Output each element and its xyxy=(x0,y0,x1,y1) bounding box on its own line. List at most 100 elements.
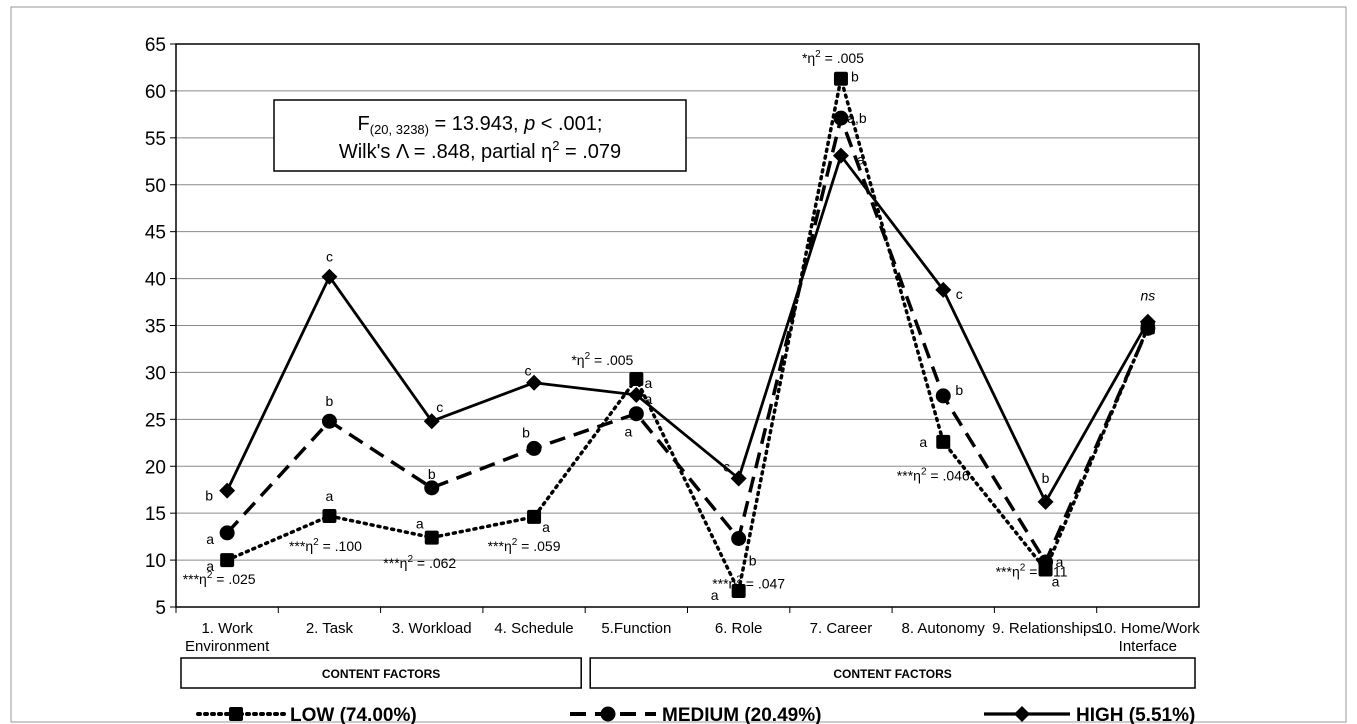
group-letter: a,b xyxy=(847,110,867,126)
effect-size-label: ***η2 = .011 xyxy=(996,562,1068,579)
legend-label: HIGH (5.51%) xyxy=(1076,705,1195,724)
data-point xyxy=(220,553,235,568)
y-tick-label: 35 xyxy=(145,317,166,338)
legend-marker xyxy=(229,707,243,721)
x-tick-label: 10. Home/Work xyxy=(1096,620,1200,637)
data-point xyxy=(424,480,440,496)
group-letter: b xyxy=(749,553,757,569)
group-letter: a xyxy=(857,152,865,168)
data-point xyxy=(832,147,849,164)
data-point xyxy=(628,386,645,403)
data-point xyxy=(833,110,849,126)
group-letter: a xyxy=(1056,554,1064,570)
y-tick-label: 55 xyxy=(145,129,166,150)
group-letter: a xyxy=(711,587,719,603)
data-point xyxy=(936,434,951,449)
y-tick-label: 65 xyxy=(145,35,166,56)
y-tick-label: 10 xyxy=(145,551,166,572)
group-letter: a xyxy=(624,424,632,440)
group-letter: b xyxy=(851,69,859,85)
x-tick-label: 1. Work xyxy=(201,620,253,637)
data-point xyxy=(527,509,542,524)
data-point xyxy=(935,388,951,404)
group-letter: a xyxy=(1052,573,1060,589)
group-letter: b xyxy=(1042,470,1050,486)
group-letter: a xyxy=(644,375,652,391)
x-tick-label: 2. Task xyxy=(306,620,354,637)
data-point xyxy=(731,584,746,599)
data-point xyxy=(730,470,747,487)
data-point xyxy=(628,406,644,422)
group-letter: a xyxy=(644,391,652,407)
y-axis: 5 10 15 20 25 30 35 40 45 50 55 60 65 xyxy=(145,35,176,619)
group-letter: b xyxy=(205,488,213,504)
effect-size-label: ***η2 = .046 xyxy=(897,467,970,484)
group-letter: c xyxy=(956,286,963,302)
x-tick-label: 3. Workload xyxy=(392,620,472,637)
group-letter: b xyxy=(428,466,436,482)
y-tick-label: 45 xyxy=(145,223,166,244)
legend-item: MEDIUM (20.49%) xyxy=(570,705,821,724)
stats-box: F(20, 3238) = 13.943, p < .001; Wilk's Λ… xyxy=(273,99,687,172)
legend-marker xyxy=(1014,706,1030,722)
group-letter: a xyxy=(206,558,214,574)
data-point xyxy=(731,531,747,547)
data-point xyxy=(1038,554,1054,570)
factor-group-label: CONTENT FACTORS xyxy=(833,667,951,681)
figure-frame xyxy=(10,6,1347,723)
x-tick-label: Interface xyxy=(1119,638,1177,655)
group-letter: c xyxy=(525,363,532,379)
group-letter: a xyxy=(542,519,550,535)
y-tick-label: 5 xyxy=(155,598,166,619)
series-diamond xyxy=(219,147,1156,510)
x-tick-label: 9. Relationships xyxy=(992,620,1099,637)
legend-marker xyxy=(600,706,616,722)
factor-groups: CONTENT FACTORS CONTENT FACTORS xyxy=(180,657,1196,689)
group-letter: a xyxy=(416,516,424,532)
stats-line-2: Wilk's Λ = .848, partial η2 = .079 xyxy=(339,138,621,163)
legend-label: MEDIUM (20.49%) xyxy=(662,705,821,724)
effect-size-label: *η2 = .005 xyxy=(802,49,864,66)
group-letter: b xyxy=(326,393,334,409)
group-letter: ns xyxy=(1140,288,1155,304)
data-point xyxy=(219,525,235,541)
legend-label: LOW (74.00%) xyxy=(290,705,417,724)
group-letter: b xyxy=(522,424,530,440)
series-line xyxy=(225,76,1150,593)
y-tick-label: 40 xyxy=(145,270,166,291)
factor-group-box xyxy=(589,657,1196,689)
group-letter: c xyxy=(326,249,333,265)
group-letter: a xyxy=(206,531,214,547)
data-point xyxy=(935,281,952,298)
group-letter: a xyxy=(919,434,927,450)
series-square xyxy=(220,71,1155,599)
data-point xyxy=(321,268,338,285)
data-point xyxy=(423,413,440,430)
x-tick-label: 5.Function xyxy=(601,620,671,637)
x-tick-label: 8. Autonomy xyxy=(902,620,986,637)
y-tick-label: 30 xyxy=(145,363,166,384)
series-circle xyxy=(219,110,1156,570)
effect-size-label: ***η2 = .047 xyxy=(712,575,785,592)
group-letter: b xyxy=(955,382,963,398)
legend-item: HIGH (5.51%) xyxy=(984,705,1195,724)
x-tick-label: 4. Schedule xyxy=(494,620,573,637)
data-point xyxy=(526,440,542,456)
data-point xyxy=(629,371,644,386)
x-tick-label: 7. Career xyxy=(810,620,873,637)
effect-size-label: *η2 = .005 xyxy=(571,351,633,368)
data-point xyxy=(219,482,236,499)
data-point xyxy=(1037,493,1054,510)
effect-size-label: ***η2 = .059 xyxy=(488,537,561,554)
series-line xyxy=(225,116,1150,564)
data-point xyxy=(1139,313,1156,330)
group-letter: c xyxy=(436,399,443,415)
data-point xyxy=(322,508,337,523)
y-tick-label: 25 xyxy=(145,410,166,431)
data-point xyxy=(833,71,848,86)
group-letter: a xyxy=(326,488,334,504)
y-tick-label: 20 xyxy=(145,457,166,478)
